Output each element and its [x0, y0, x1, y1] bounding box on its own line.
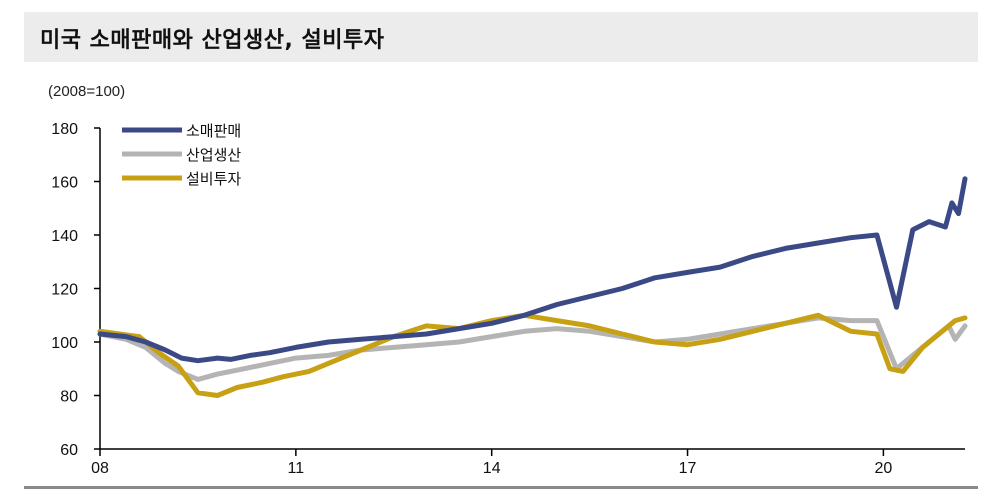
legend-label: 소매판매	[186, 123, 241, 140]
x-tick-label: 11	[288, 460, 305, 477]
series-line	[97, 315, 968, 382]
y-tick-label: 60	[60, 442, 78, 459]
legend-label: 설비투자	[186, 171, 241, 188]
y-tick-label: 180	[51, 121, 78, 138]
unit-note: (2008=100)	[48, 83, 125, 100]
series-line	[97, 312, 968, 398]
y-tick-label: 160	[51, 175, 78, 192]
x-tick-label: 08	[91, 460, 109, 477]
series-lines	[97, 176, 968, 398]
bottom-rule	[24, 486, 978, 489]
y-tick-label: 120	[51, 282, 78, 299]
series-line	[97, 176, 968, 364]
y-tick-label: 80	[60, 389, 78, 406]
x-tick-label: 17	[679, 460, 697, 477]
x-tick-label: 14	[483, 460, 501, 477]
axes: (2008=100) 60 80 100 120 140 160 180 08 11 14 17 20	[48, 83, 965, 477]
chart-title: 미국 소매판매와 산업생산, 설비투자	[40, 28, 385, 53]
x-tick-label: 20	[874, 460, 892, 477]
y-tick-label: 140	[51, 228, 78, 245]
y-tick-label: 100	[51, 335, 78, 352]
legend-label: 산업생산	[186, 147, 241, 164]
title-bar: 미국 소매판매와 산업생산, 설비투자	[24, 12, 978, 62]
